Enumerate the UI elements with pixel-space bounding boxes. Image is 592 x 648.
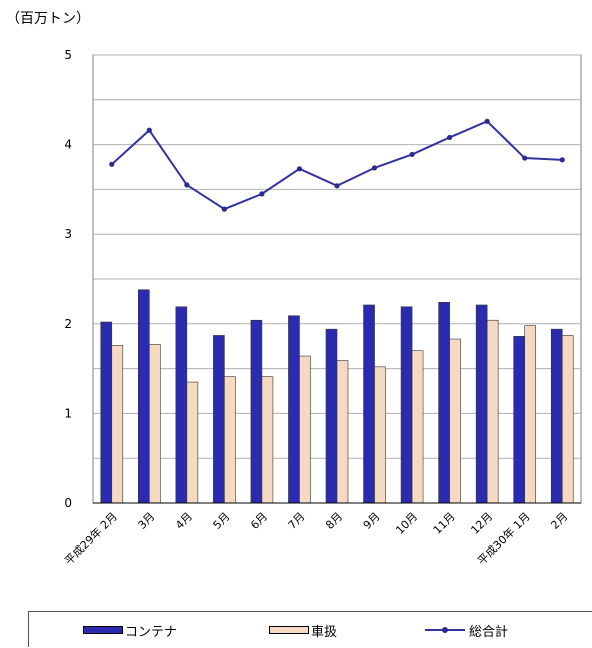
point-total (409, 151, 415, 158)
point-total (146, 127, 152, 133)
x-tick-label: 9月 (361, 510, 383, 532)
x-tick-label: 7月 (286, 510, 308, 532)
legend-line-total (425, 627, 465, 633)
point-total (296, 166, 303, 172)
bar-container (513, 336, 525, 504)
y-tick-label: 5 (64, 48, 72, 62)
legend-item-container: コンテナ (83, 612, 177, 648)
x-tick-label: 10月 (393, 510, 420, 537)
bar-vehicle (374, 366, 386, 504)
x-tick-label: 平成29年 2月 (62, 509, 120, 567)
y-tick-label: 3 (64, 227, 72, 241)
bar-vehicle (224, 376, 236, 504)
bar-container (138, 289, 150, 504)
x-tick-label: 8月 (323, 510, 345, 532)
bar-container (175, 306, 188, 504)
legend-swatch-vehicle (269, 626, 309, 634)
point-total (334, 183, 340, 189)
bar-vehicle (411, 350, 424, 504)
legend-item-total: 総合計 (425, 612, 508, 648)
bar-vehicle (449, 338, 461, 504)
point-total (559, 157, 565, 163)
point-total (184, 182, 190, 188)
bar-container (213, 335, 225, 504)
point-total (447, 134, 453, 141)
y-tick-label: 0 (64, 496, 72, 510)
bar-vehicle (111, 345, 124, 504)
legend: コンテナ 車扱 総合計 (28, 611, 592, 647)
bar-vehicle (261, 376, 274, 504)
point-total (371, 165, 378, 171)
x-tick-label: 11月 (431, 510, 458, 537)
bar-container (438, 301, 450, 504)
bar-container (475, 304, 488, 504)
bar-layer (100, 289, 574, 504)
bar-vehicle (299, 355, 311, 504)
bar-vehicle (149, 344, 161, 504)
legend-label-container: コンテナ (125, 624, 178, 640)
y-tick-label: 4 (64, 138, 72, 152)
y-tick-label: 1 (64, 406, 72, 420)
point-total (109, 161, 115, 167)
x-tick-label: 2月 (548, 510, 570, 532)
bar-container (400, 306, 413, 504)
bar-vehicle (524, 325, 536, 504)
bar-vehicle (336, 360, 349, 504)
bar-container (550, 328, 563, 504)
legend-label-total: 総合計 (469, 624, 509, 640)
bar-container (250, 319, 263, 504)
line-layer (109, 118, 565, 212)
bar-vehicle (486, 319, 499, 504)
legend-swatch-container (83, 626, 123, 634)
point-total (259, 191, 265, 197)
bar-container (325, 328, 338, 504)
bar-container (100, 321, 113, 504)
y-tick-label: 2 (64, 317, 72, 331)
bar-vehicle (186, 381, 199, 504)
bar-container (288, 315, 300, 504)
x-tick-label: 3月 (136, 510, 158, 532)
x-tick-label: 6月 (248, 510, 270, 532)
point-total (484, 118, 490, 124)
legend-item-vehicle: 車扱 (269, 612, 337, 648)
y-axis-unit-label: （百万トン） (6, 11, 90, 27)
point-total (522, 155, 528, 161)
legend-label-vehicle: 車扱 (311, 624, 338, 640)
bar-vehicle (561, 335, 574, 504)
x-tick-label: 4月 (173, 510, 195, 532)
x-tick-label: 12月 (468, 510, 495, 537)
x-tick-label: 5月 (211, 510, 233, 532)
point-total (221, 206, 227, 212)
bar-container (363, 304, 375, 504)
